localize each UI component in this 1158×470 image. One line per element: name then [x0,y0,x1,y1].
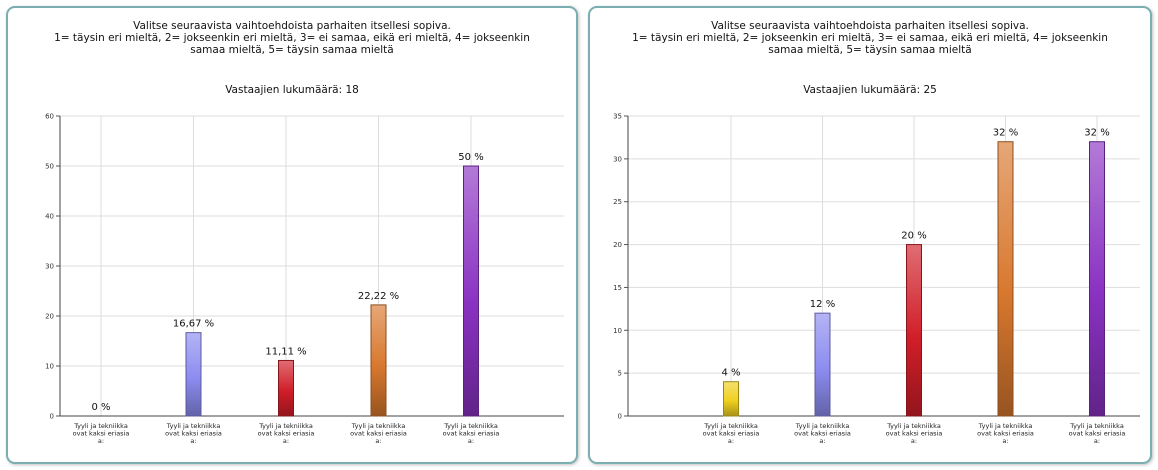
category-label-line: Tyyli ja tekniikka [166,422,221,430]
data-label: 50 % [458,152,483,163]
category-label: Tyyli ja tekniikka ovat kaksi eriasia a: [794,422,851,445]
category-label-line: a: [98,437,104,445]
category-label-line: Tyyli ja tekniikka [73,422,128,430]
title-line: 1= täysin eri mieltä, 2= jokseenkin eri … [632,32,1108,44]
category-label-line: a: [1094,437,1100,445]
category-label-line: a: [819,437,825,445]
y-tick-label: 35 [613,113,622,121]
category-label-line: a: [1002,437,1008,445]
category-label-line: a: [911,437,917,445]
y-tick-label: 10 [613,327,622,335]
data-label: 12 % [810,299,835,310]
y-tick-label: 15 [613,284,622,292]
title-line: Valitse seuraavista vaihtoehdoista parha… [133,20,451,32]
y-tick-label: 30 [613,155,622,163]
y-tick-label: 40 [45,213,54,221]
y-tick-label: 0 [618,413,622,421]
data-label: 22,22 % [358,291,399,302]
y-tick-label: 10 [45,363,54,371]
chart-title: Valitse seuraavista vaihtoehdoista parha… [620,20,1120,56]
y-tick-label: 30 [45,263,54,271]
data-label: 20 % [901,231,926,242]
category-label-line: Tyyli ja tekniikka [886,422,941,430]
title-line: samaa mieltä, 5= täysin samaa mieltä [768,44,972,56]
category-label-line: Tyyli ja tekniikka [443,422,498,430]
category-label-line: ovat kaksi eriasia [1069,430,1126,438]
y-tick-label: 25 [613,198,622,206]
y-tick-label: 5 [618,370,622,378]
data-label: 32 % [1084,128,1109,139]
category-label: Tyyli ja tekniikka ovat kaksi eriasia a: [443,422,500,445]
category-label-line: Tyyli ja tekniikka [978,422,1033,430]
bar [723,381,739,417]
category-label-line: ovat kaksi eriasia [794,430,851,438]
title-line: samaa mieltä, 5= täysin samaa mieltä [190,44,394,56]
category-label: Tyyli ja tekniikka ovat kaksi eriasia a: [977,422,1034,445]
bar [814,312,831,417]
bar [185,332,202,417]
data-label: 16,67 % [173,319,214,330]
bar [906,244,922,417]
category-label-line: a: [375,437,381,445]
category-label-line: Tyyli ja tekniikka [795,422,850,430]
category-label: Tyyli ja tekniikka ovat kaksi eriasia a: [703,422,760,445]
respondent-count: Vastaajien lukumäärä: 18 [225,84,359,96]
category-label-line: Tyyli ja tekniikka [1069,422,1124,430]
category-label: Tyyli ja tekniikka ovat kaksi eriasia a: [165,422,222,445]
category-label: Tyyli ja tekniikka ovat kaksi eriasia a: [350,422,407,445]
y-tick-label: 20 [613,241,622,249]
category-label-line: ovat kaksi eriasia [443,430,500,438]
category-label-line: a: [283,437,289,445]
category-label-line: ovat kaksi eriasia [350,430,407,438]
bar [278,359,294,417]
category-label-line: Tyyli ja tekniikka [703,422,758,430]
y-tick-label: 0 [50,413,54,421]
category-label: Tyyli ja tekniikka ovat kaksi eriasia a: [73,422,130,445]
y-tick-label: 50 [45,163,54,171]
category-label: Tyyli ja tekniikka ovat kaksi eriasia a: [1069,422,1126,445]
category-label-line: ovat kaksi eriasia [258,430,315,438]
bar [997,141,1014,417]
data-label: 32 % [993,128,1018,139]
category-label-line: a: [728,437,734,445]
category-label-line: ovat kaksi eriasia [703,430,760,438]
y-tick-label: 20 [45,313,54,321]
data-label: 0 % [91,402,110,413]
bar [370,304,387,417]
chart-panel-1: Valitse seuraavista vaihtoehdoista parha… [6,6,578,464]
data-label: 4 % [721,368,740,379]
category-label-line: a: [190,437,196,445]
chart-panel-2: Valitse seuraavista vaihtoehdoista parha… [588,6,1152,464]
chart-title: Valitse seuraavista vaihtoehdoista parha… [38,20,546,56]
bar [1089,141,1105,417]
category-label-line: a: [468,437,474,445]
category-label: Tyyli ja tekniikka ovat kaksi eriasia a: [258,422,315,445]
category-label-line: ovat kaksi eriasia [977,430,1034,438]
category-label-line: ovat kaksi eriasia [73,430,130,438]
title-line: 1= täysin eri mieltä, 2= jokseenkin eri … [54,32,530,44]
data-label: 11,11 % [265,346,306,357]
title-line: Valitse seuraavista vaihtoehdoista parha… [711,20,1029,32]
category-label: Tyyli ja tekniikka ovat kaksi eriasia a: [886,422,943,445]
category-label-line: ovat kaksi eriasia [886,430,943,438]
category-label-line: ovat kaksi eriasia [165,430,222,438]
bar [463,165,479,417]
y-tick-label: 60 [45,113,54,121]
respondent-count: Vastaajien lukumäärä: 25 [803,84,937,96]
category-label-line: Tyyli ja tekniikka [258,422,313,430]
category-label-line: Tyyli ja tekniikka [351,422,406,430]
